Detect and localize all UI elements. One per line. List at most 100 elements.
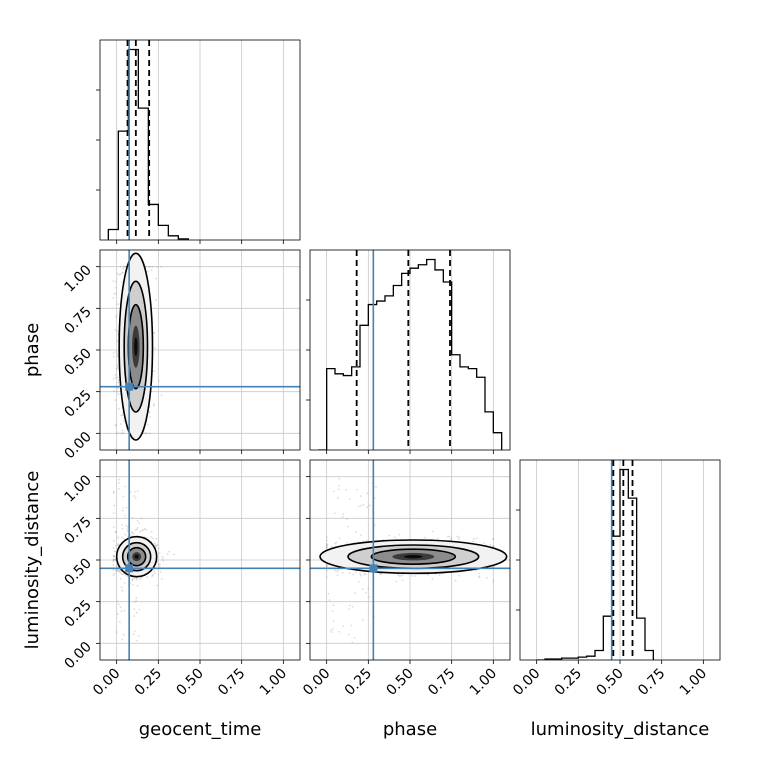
sample-point: [132, 633, 135, 635]
sample-point: [117, 376, 119, 379]
sample-point: [159, 571, 162, 573]
sample-point: [356, 488, 358, 491]
sample-point: [346, 525, 349, 528]
sample-point: [347, 633, 350, 636]
sample-point: [139, 530, 142, 533]
sample-point: [155, 299, 157, 301]
sample-point: [325, 536, 328, 539]
sample-point: [113, 292, 116, 295]
x-tick-label: 1.00: [677, 666, 710, 699]
sample-point: [173, 553, 176, 556]
sample-point: [118, 621, 121, 623]
sample-point: [330, 629, 332, 632]
sample-point: [426, 573, 429, 576]
sample-point: [325, 570, 328, 572]
sample-point: [113, 504, 116, 507]
sample-point: [138, 521, 141, 524]
sample-point: [150, 530, 153, 533]
sample-point: [112, 568, 115, 571]
sample-point: [492, 579, 495, 582]
sample-point: [341, 516, 344, 518]
sample-point: [398, 533, 401, 536]
sample-point: [117, 393, 120, 396]
sample-point: [115, 292, 118, 295]
sample-point: [125, 506, 128, 509]
sample-point: [489, 543, 492, 546]
sample-point: [114, 569, 117, 572]
sample-point: [117, 543, 119, 546]
sample-point: [325, 544, 328, 547]
sample-point: [348, 498, 351, 501]
sample-point: [325, 544, 328, 547]
x-tick-label: 0.25: [342, 666, 375, 699]
sample-point: [117, 387, 120, 390]
sample-point: [492, 581, 495, 584]
sample-point: [455, 535, 458, 538]
sample-point: [327, 592, 330, 595]
sample-point: [134, 490, 136, 493]
sample-point: [116, 355, 119, 358]
sample-point: [346, 541, 349, 544]
x-axis-label-geocent-time: geocent_time: [139, 719, 262, 740]
truth-marker: [125, 382, 134, 391]
sample-point: [331, 610, 334, 612]
sample-point: [149, 265, 151, 268]
sample-point: [332, 490, 335, 493]
sample-point: [113, 555, 115, 558]
sample-point: [124, 514, 126, 517]
sample-point: [122, 432, 125, 435]
sample-point: [145, 536, 148, 539]
histogram-step: [107, 48, 189, 240]
y-tick-label: 0.00: [61, 639, 94, 672]
sample-point: [328, 599, 331, 601]
sample-point: [141, 529, 144, 532]
sample-point: [115, 569, 118, 572]
sample-point: [131, 583, 134, 586]
sample-point: [373, 524, 376, 527]
sample-point: [126, 528, 129, 531]
sample-point: [363, 573, 366, 576]
sample-point: [478, 572, 480, 575]
sample-point: [126, 530, 129, 533]
sample-point: [151, 265, 154, 268]
sample-point: [155, 545, 157, 548]
sample-point: [115, 424, 117, 426]
truth-marker: [125, 564, 134, 573]
sample-point: [116, 613, 119, 615]
sample-point: [325, 563, 328, 566]
sample-point: [115, 390, 118, 393]
sample-point: [152, 331, 155, 334]
sample-point: [116, 600, 119, 603]
sample-point: [475, 537, 478, 540]
sample-point: [338, 484, 341, 487]
sample-point: [348, 572, 351, 574]
sample-point: [120, 610, 123, 613]
sample-point: [166, 553, 169, 556]
sample-point: [112, 389, 115, 392]
x-tick-label: 0.25: [552, 666, 585, 699]
sample-point: [140, 517, 143, 520]
sample-point: [168, 550, 171, 553]
sample-point: [411, 575, 413, 577]
x-tick-label: 0.75: [215, 666, 248, 699]
sample-point: [150, 536, 153, 539]
sample-point: [119, 569, 121, 572]
sample-point: [120, 536, 123, 539]
sample-point: [331, 631, 334, 634]
sample-point: [345, 489, 348, 491]
sample-point: [121, 527, 124, 530]
sample-point: [115, 565, 118, 568]
sample-point: [121, 509, 124, 512]
sample-point: [123, 538, 126, 541]
sample-point: [117, 570, 120, 573]
sample-point: [113, 550, 116, 553]
sample-point: [120, 586, 123, 589]
sample-point: [112, 558, 115, 560]
sample-point: [478, 576, 481, 579]
sample-point: [133, 495, 136, 497]
sample-point: [115, 631, 118, 633]
sample-point: [118, 478, 121, 481]
sample-point: [162, 559, 165, 562]
x-tick-label: 0.00: [300, 666, 333, 699]
